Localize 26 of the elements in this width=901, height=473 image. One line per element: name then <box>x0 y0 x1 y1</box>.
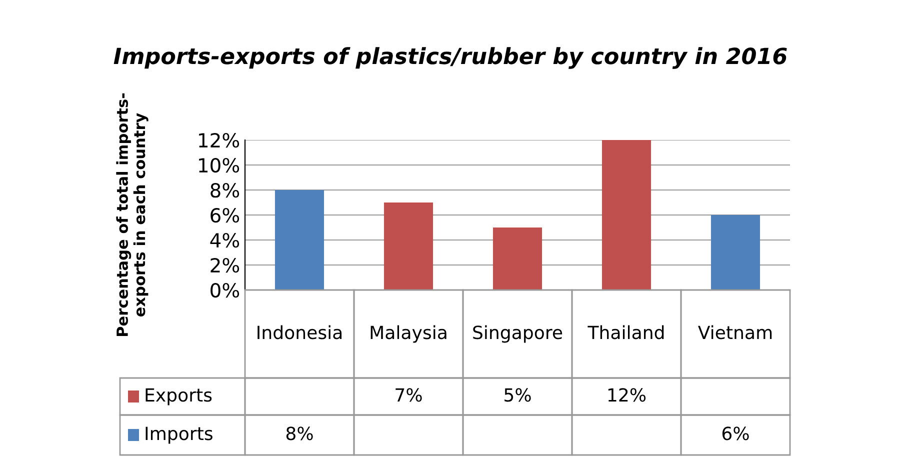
bar <box>492 228 542 290</box>
y-axis-title: Percentage of total imports- exports in each country <box>116 93 148 336</box>
bar <box>384 202 434 290</box>
data-label: 6% <box>722 426 749 440</box>
x-tick-label: Vietnam <box>698 325 772 340</box>
x-tick-label: Malaysia <box>370 325 446 343</box>
x-tick-label: Thailand <box>588 325 664 340</box>
legend-label: Imports <box>146 426 212 444</box>
y-tick-label: 12% <box>199 132 240 148</box>
y-tick-label: 10% <box>199 158 240 173</box>
y-tick-label: 2% <box>210 258 240 273</box>
bar <box>274 190 324 290</box>
data-label: 5% <box>504 388 531 402</box>
x-tick-label: Indonesia <box>258 325 342 340</box>
data-label: 8% <box>286 426 313 440</box>
bar <box>710 215 760 290</box>
legend-label: Exports <box>146 388 212 406</box>
data-label: 12% <box>608 388 646 402</box>
y-tick-label: 4% <box>210 232 240 248</box>
y-tick-label: 6% <box>210 208 240 223</box>
chart-title: Imports-exports of plastics/rubber by country in 2016 <box>114 47 787 69</box>
x-tick-label: Singapore <box>473 325 562 343</box>
bar <box>602 140 652 290</box>
y-tick-label: 8% <box>210 182 240 198</box>
y-tick-label: 0% <box>210 282 240 298</box>
data-label: 7% <box>396 388 422 402</box>
